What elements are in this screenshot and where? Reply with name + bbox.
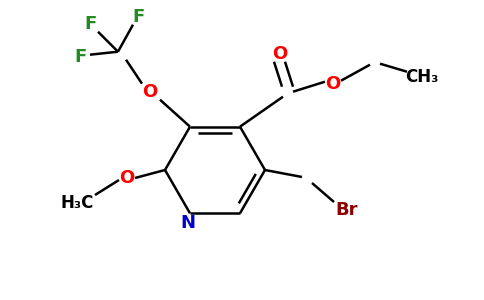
Text: N: N xyxy=(181,214,196,232)
Text: F: F xyxy=(74,48,86,66)
Text: O: O xyxy=(325,75,341,93)
Text: Br: Br xyxy=(336,201,358,219)
Text: O: O xyxy=(142,83,158,101)
Text: F: F xyxy=(84,15,96,33)
Text: CH₃: CH₃ xyxy=(405,68,439,86)
Text: F: F xyxy=(132,8,144,26)
Text: O: O xyxy=(120,169,135,187)
Text: H₃C: H₃C xyxy=(60,194,94,212)
Text: O: O xyxy=(272,45,287,63)
